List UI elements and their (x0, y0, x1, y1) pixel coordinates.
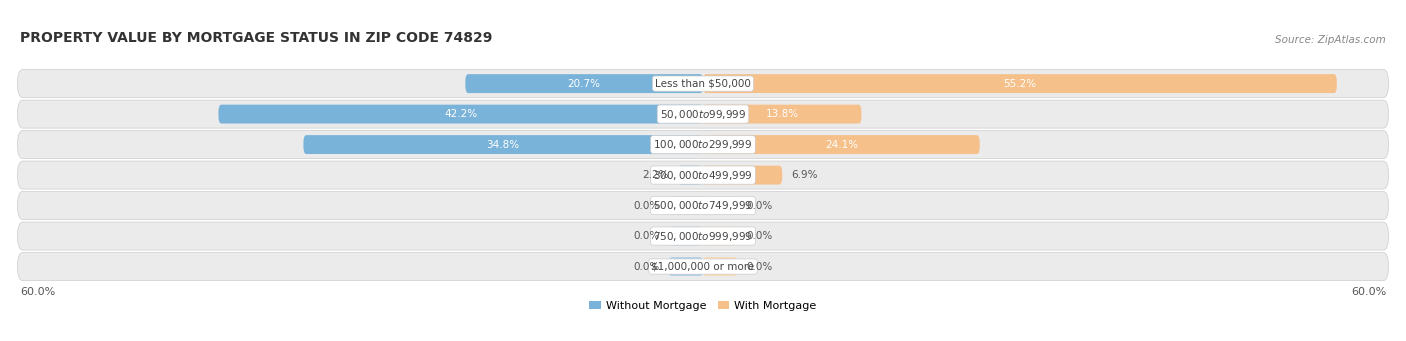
Text: Source: ZipAtlas.com: Source: ZipAtlas.com (1275, 35, 1386, 45)
FancyBboxPatch shape (17, 70, 1389, 98)
Text: $1,000,000 or more: $1,000,000 or more (651, 262, 755, 271)
Text: $500,000 to $749,999: $500,000 to $749,999 (654, 199, 752, 212)
Legend: Without Mortgage, With Mortgage: Without Mortgage, With Mortgage (585, 296, 821, 315)
FancyBboxPatch shape (703, 105, 862, 123)
Text: 55.2%: 55.2% (1004, 79, 1036, 89)
FancyBboxPatch shape (669, 196, 703, 215)
FancyBboxPatch shape (703, 227, 738, 246)
Text: 0.0%: 0.0% (747, 201, 773, 210)
FancyBboxPatch shape (678, 166, 703, 184)
FancyBboxPatch shape (17, 161, 1389, 189)
FancyBboxPatch shape (703, 257, 738, 276)
FancyBboxPatch shape (703, 166, 782, 184)
Text: 24.1%: 24.1% (825, 139, 858, 150)
FancyBboxPatch shape (218, 105, 703, 123)
Text: 0.0%: 0.0% (747, 262, 773, 271)
Text: 13.8%: 13.8% (766, 109, 799, 119)
FancyBboxPatch shape (703, 196, 738, 215)
Text: 20.7%: 20.7% (568, 79, 600, 89)
Text: $750,000 to $999,999: $750,000 to $999,999 (654, 229, 752, 242)
Text: 2.2%: 2.2% (643, 170, 669, 180)
FancyBboxPatch shape (17, 131, 1389, 159)
FancyBboxPatch shape (703, 74, 1337, 93)
FancyBboxPatch shape (17, 253, 1389, 281)
FancyBboxPatch shape (703, 135, 980, 154)
Text: 42.2%: 42.2% (444, 109, 477, 119)
Text: PROPERTY VALUE BY MORTGAGE STATUS IN ZIP CODE 74829: PROPERTY VALUE BY MORTGAGE STATUS IN ZIP… (20, 31, 492, 45)
FancyBboxPatch shape (669, 257, 703, 276)
Text: 6.9%: 6.9% (792, 170, 818, 180)
Text: 60.0%: 60.0% (20, 287, 55, 297)
FancyBboxPatch shape (304, 135, 703, 154)
Text: 0.0%: 0.0% (633, 262, 659, 271)
Text: $100,000 to $299,999: $100,000 to $299,999 (654, 138, 752, 151)
Text: 60.0%: 60.0% (1351, 287, 1386, 297)
FancyBboxPatch shape (465, 74, 703, 93)
FancyBboxPatch shape (17, 100, 1389, 128)
FancyBboxPatch shape (17, 222, 1389, 250)
Text: 34.8%: 34.8% (486, 139, 520, 150)
FancyBboxPatch shape (669, 227, 703, 246)
Text: 0.0%: 0.0% (747, 231, 773, 241)
FancyBboxPatch shape (17, 192, 1389, 220)
Text: $300,000 to $499,999: $300,000 to $499,999 (654, 168, 752, 181)
Text: Less than $50,000: Less than $50,000 (655, 79, 751, 89)
Text: 0.0%: 0.0% (633, 231, 659, 241)
Text: 0.0%: 0.0% (633, 201, 659, 210)
Text: $50,000 to $99,999: $50,000 to $99,999 (659, 108, 747, 121)
